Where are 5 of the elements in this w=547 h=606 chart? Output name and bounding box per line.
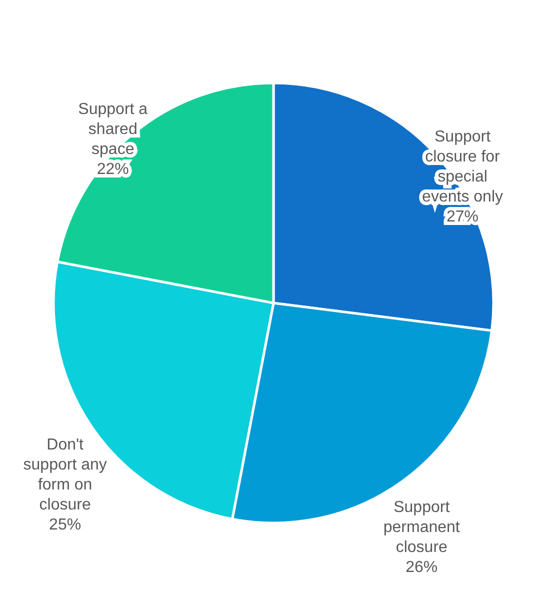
slice-label: Support permanent closure xyxy=(383,498,460,556)
data-label: 22% xyxy=(96,160,129,178)
slice-label: Don't support any form on closure xyxy=(23,436,107,514)
data-label: 25% xyxy=(49,516,82,534)
data-label: 26% xyxy=(406,558,438,576)
